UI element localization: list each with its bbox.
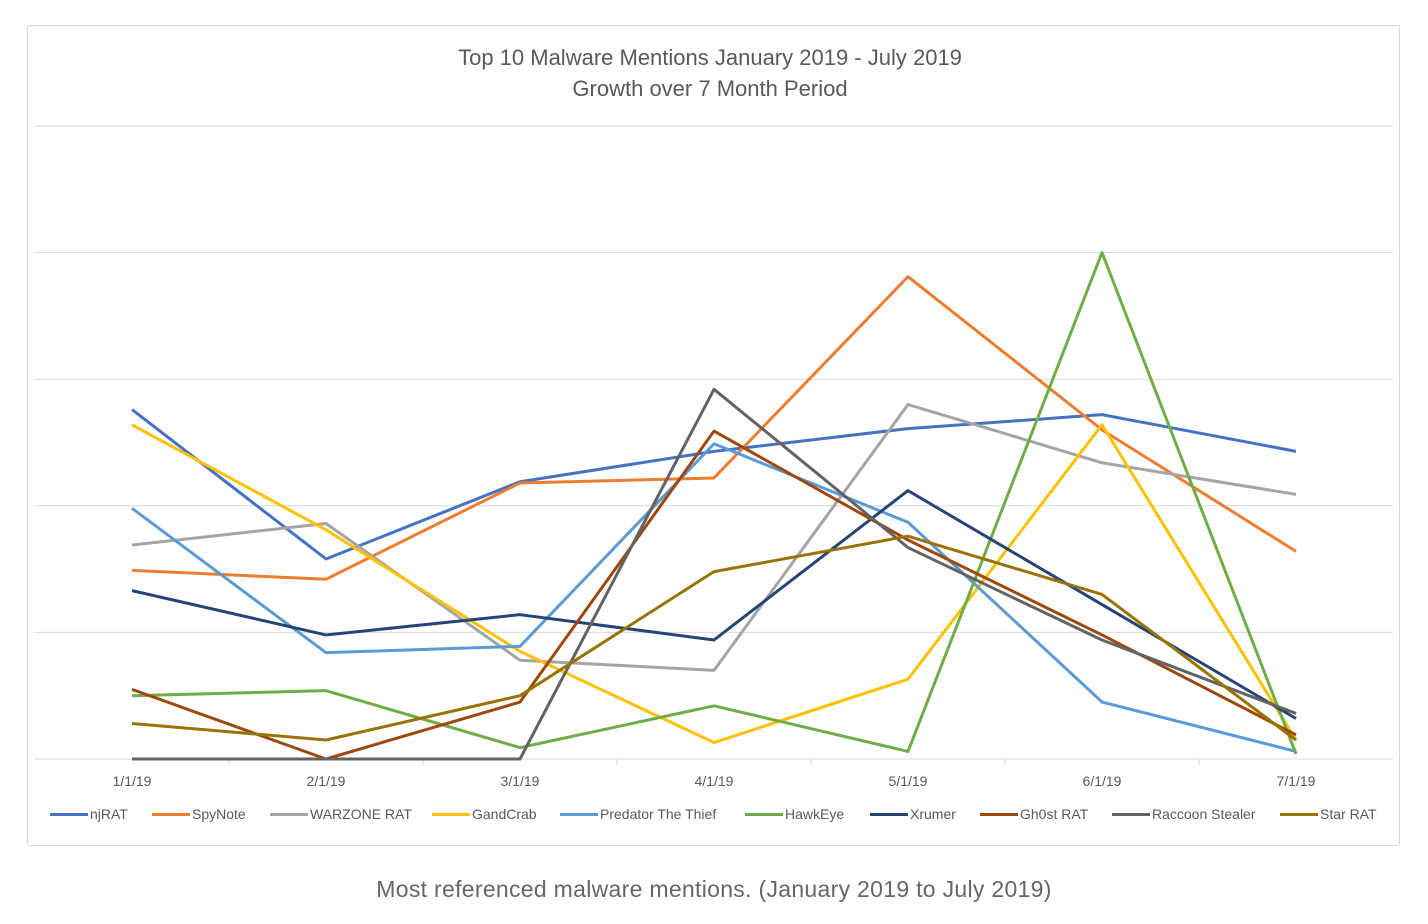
chart-frame xyxy=(27,25,1400,846)
series-line-raccoon-stealer xyxy=(132,387,1297,761)
legend-swatch xyxy=(745,812,783,816)
legend-swatch xyxy=(1280,812,1318,816)
legend-item: Gh0st RAT xyxy=(980,806,1088,822)
legend-label: njRAT xyxy=(90,806,128,822)
x-tick-label: 7/1/19 xyxy=(1277,773,1316,789)
legend-item: njRAT xyxy=(50,806,128,822)
legend-label: Gh0st RAT xyxy=(1020,806,1089,822)
legend-label: HawkEye xyxy=(785,806,845,822)
figure-caption: Most referenced malware mentions. (Janua… xyxy=(376,876,1052,902)
series-line-star-rat xyxy=(131,534,1297,742)
series-line-spynote xyxy=(131,275,1297,581)
series-line-warzone-rat xyxy=(131,403,1297,672)
chart-title: Top 10 Malware Mentions January 2019 - J… xyxy=(458,45,962,70)
legend-label: GandCrab xyxy=(472,806,537,822)
x-tick-label: 5/1/19 xyxy=(889,773,928,789)
legend-swatch xyxy=(432,812,470,816)
series-line-predator-the-thief xyxy=(131,442,1297,753)
legend-label: SpyNote xyxy=(192,806,246,822)
legend-label: WARZONE RAT xyxy=(310,806,412,822)
series-line-gh0st-rat xyxy=(131,429,1297,761)
legend-label: Raccoon Stealer xyxy=(1152,806,1256,822)
legend-label: Xrumer xyxy=(910,806,956,822)
legend-label: Predator The Thief xyxy=(600,806,717,822)
x-tick-label: 2/1/19 xyxy=(307,773,346,789)
chart-subtitle: Growth over 7 Month Period xyxy=(572,76,848,101)
legend-item: Predator The Thief xyxy=(560,806,716,822)
legend-item: WARZONE RAT xyxy=(270,806,412,822)
legend-item: HawkEye xyxy=(745,806,844,822)
x-tick-label: 3/1/19 xyxy=(501,773,540,789)
legend-swatch xyxy=(152,812,190,816)
legend-item: Xrumer xyxy=(870,806,956,822)
legend: njRAT SpyNote WARZONE RAT GandCrab Predator … xyxy=(50,806,1390,828)
x-tick-label: 1/1/19 xyxy=(113,773,152,789)
legend-swatch xyxy=(50,812,88,816)
series-line-gandcrab xyxy=(131,423,1298,745)
legend-swatch xyxy=(870,812,908,816)
legend-item: SpyNote xyxy=(152,806,246,822)
legend-swatch xyxy=(270,812,308,816)
legend-item: Star RAT xyxy=(1280,806,1377,822)
legend-swatch xyxy=(1112,812,1150,816)
legend-swatch xyxy=(560,812,598,816)
legend-item: GandCrab xyxy=(432,806,537,822)
line-chart: 1/1/19 2/1/19 3/1/19 4/1/19 5/1/19 6/1/19 7/1/… xyxy=(35,125,1393,789)
series-line-xrumer xyxy=(131,489,1297,720)
legend-swatch xyxy=(980,812,1018,816)
series-line-njrat xyxy=(131,408,1297,561)
series-line-hawkeye xyxy=(131,251,1298,755)
x-tick-label: 6/1/19 xyxy=(1083,773,1122,789)
chart-title-block: Top 10 Malware Mentions January 2019 - J… xyxy=(0,42,1420,104)
legend-label: Star RAT xyxy=(1320,806,1377,822)
x-tick-label: 4/1/19 xyxy=(695,773,734,789)
legend-item: Raccoon Stealer xyxy=(1112,806,1256,822)
